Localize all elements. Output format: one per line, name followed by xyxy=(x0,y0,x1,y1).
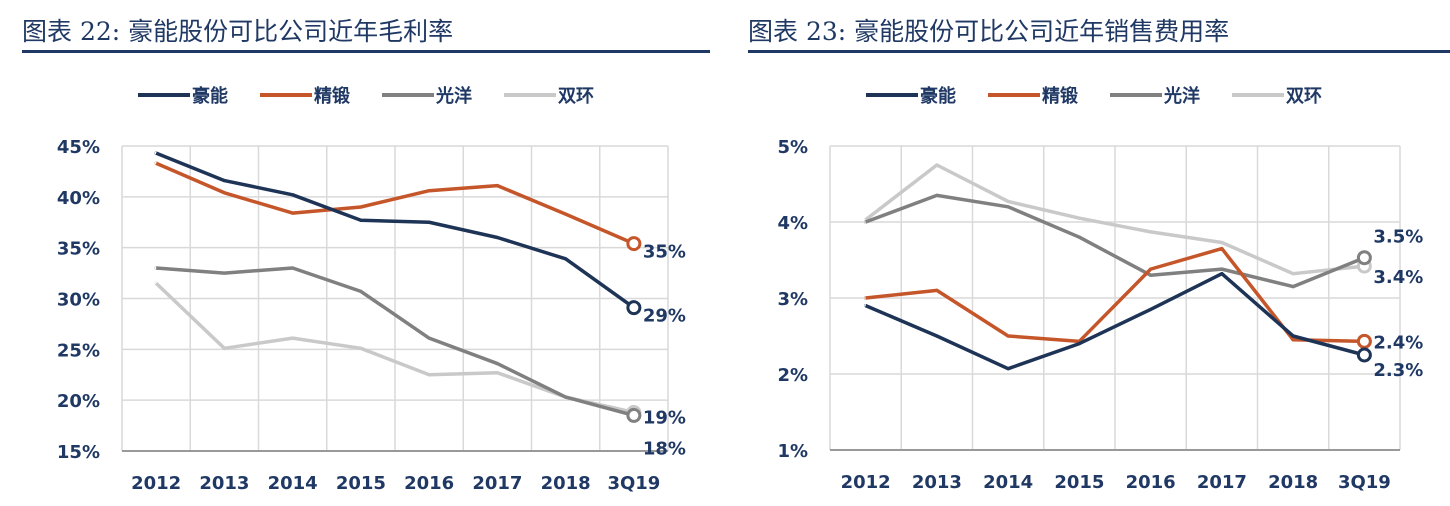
end-data-label: 2.3% xyxy=(1373,360,1423,381)
legend-label: 双环 xyxy=(558,86,594,107)
legend-label: 双环 xyxy=(1286,86,1322,107)
x-tick-label: 2014 xyxy=(983,472,1033,493)
end-data-label: 2.4% xyxy=(1373,332,1423,353)
y-tick-label: 1% xyxy=(777,441,808,462)
y-tick-label: 3% xyxy=(777,289,808,310)
title-divider xyxy=(22,50,710,53)
end-data-label: 18% xyxy=(643,438,686,459)
series-line-光洋 xyxy=(865,193,1366,289)
y-tick-label: 30% xyxy=(57,290,100,311)
end-data-label: 35% xyxy=(643,242,686,263)
y-tick-label: 15% xyxy=(57,442,100,463)
x-tick-label: 3Q19 xyxy=(607,473,660,494)
chart-panel-gross-margin: 图表 22: 豪能股份可比公司近年毛利率 15% 20% 25% 30% 35% 40% 4… xyxy=(0,0,710,506)
title-divider xyxy=(748,50,1450,53)
y-tick-label: 35% xyxy=(57,239,100,260)
y-tick-label: 45% xyxy=(57,137,100,158)
end-data-label: 19% xyxy=(643,407,686,428)
series-line-双环 xyxy=(864,163,1365,276)
x-tick-label: 2012 xyxy=(131,473,181,494)
y-tick-label: 5% xyxy=(777,137,808,158)
x-tick-label: 2016 xyxy=(404,473,454,494)
y-tick-label: 2% xyxy=(777,365,808,386)
x-tick-label: 2013 xyxy=(199,473,249,494)
end-data-label: 29% xyxy=(643,306,686,327)
legend-label: 精锻 xyxy=(314,85,350,107)
x-tick-label: 2012 xyxy=(841,472,891,493)
data-point xyxy=(626,300,642,316)
x-tick-label: 2017 xyxy=(1197,472,1247,493)
gross-margin-chart: 15% 20% 25% 30% 35% 40% 45% 2012 2013 2014 2015 201… xyxy=(57,85,686,494)
legend-label: 光洋 xyxy=(435,85,472,107)
chart-title: 图表 22: 豪能股份可比公司近年毛利率 xyxy=(22,17,454,46)
legend-label: 豪能 xyxy=(920,85,956,107)
chart-title: 图表 23: 豪能股份可比公司近年销售费用率 xyxy=(748,17,1230,46)
series-line-光洋 xyxy=(155,266,635,418)
y-tick-label: 40% xyxy=(57,188,100,209)
data-point xyxy=(1356,250,1372,266)
end-data-label: 3.4% xyxy=(1373,267,1423,288)
x-tick-label: 2013 xyxy=(912,472,962,493)
x-tick-label: 2018 xyxy=(541,473,591,494)
y-tick-label: 25% xyxy=(57,340,100,361)
data-point xyxy=(1356,347,1372,363)
legend-label: 豪能 xyxy=(192,85,228,107)
data-point xyxy=(626,236,642,252)
x-tick-label: 2014 xyxy=(268,473,318,494)
x-tick-label: 2018 xyxy=(1268,472,1318,493)
legend-label: 光洋 xyxy=(1163,85,1200,107)
sales-expense-chart: 1% 2% 3% 4% 5% 2012 2013 2014 2015 2016 2017 2018 3Q… xyxy=(777,85,1423,493)
y-tick-label: 20% xyxy=(57,391,100,412)
series-line-豪能 xyxy=(155,151,635,310)
data-point xyxy=(626,407,642,423)
x-tick-label: 2015 xyxy=(336,473,386,494)
end-data-label: 3.5% xyxy=(1373,227,1423,248)
y-tick-label: 4% xyxy=(777,213,808,234)
x-tick-label: 2017 xyxy=(472,473,522,494)
legend-label: 精锻 xyxy=(1042,85,1078,107)
series-line-精锻 xyxy=(155,161,635,246)
x-tick-label: 2015 xyxy=(1054,472,1104,493)
data-point xyxy=(1356,333,1372,349)
x-tick-label: 2016 xyxy=(1126,472,1176,493)
chart-panel-sales-expense: 图表 23: 豪能股份可比公司近年销售费用率 1% 2% 3% 4% 5% 2012 201… xyxy=(740,0,1450,506)
x-tick-label: 3Q19 xyxy=(1338,472,1391,493)
series-line-豪能 xyxy=(864,271,1365,371)
